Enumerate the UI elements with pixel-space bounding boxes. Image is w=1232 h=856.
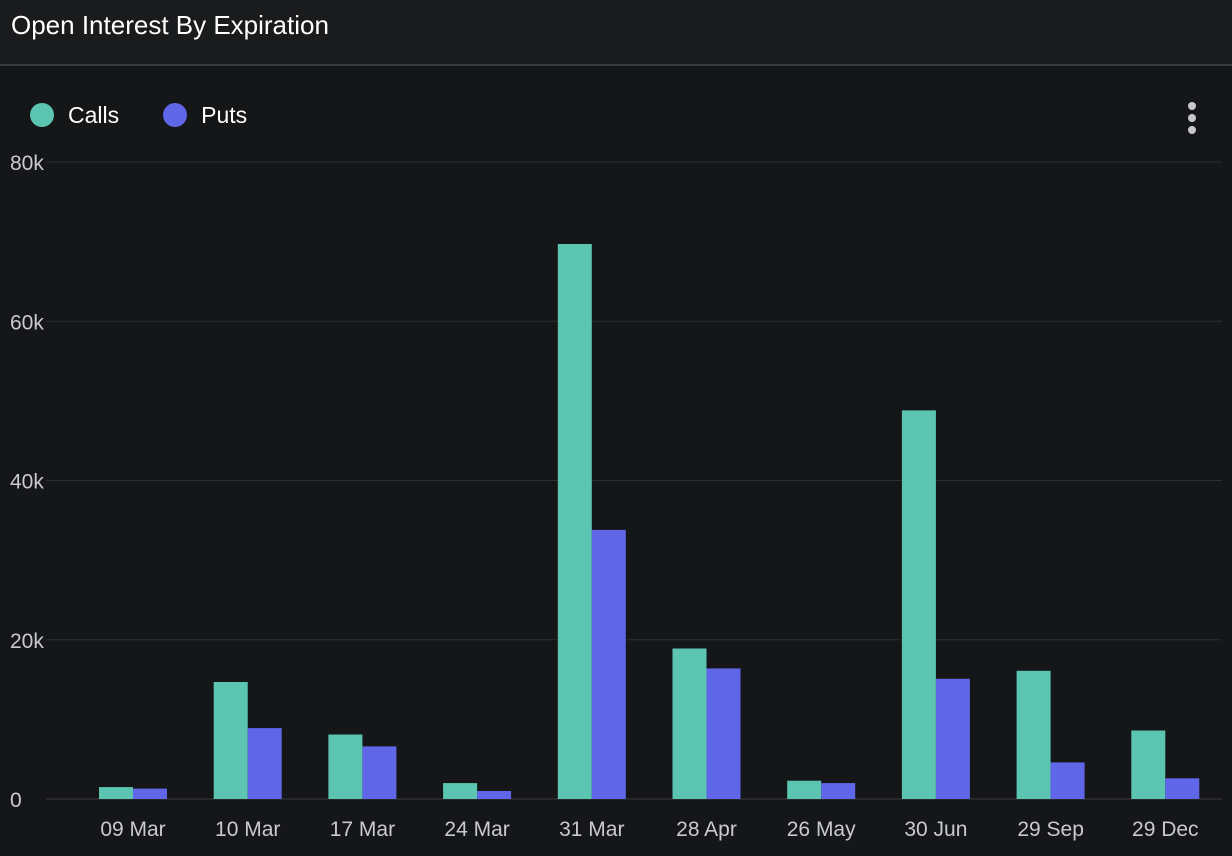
bar-calls-09-mar[interactable]	[99, 787, 133, 799]
legend-dot-puts	[163, 103, 188, 127]
y-tick-label: 0	[10, 789, 22, 812]
x-tick-label: 10 Mar	[215, 818, 280, 841]
y-tick-label: 40k	[10, 471, 44, 494]
chart-legend: Calls Puts	[30, 100, 291, 130]
menu-dot	[1188, 126, 1196, 134]
bar-puts-30-jun[interactable]	[935, 678, 970, 799]
y-tick-label: 20k	[10, 630, 44, 653]
bar-puts-26-may[interactable]	[821, 783, 856, 799]
bar-puts-24-mar[interactable]	[477, 791, 512, 799]
x-tick-label: 29 Sep	[1017, 818, 1084, 841]
bar-puts-31-mar[interactable]	[591, 529, 626, 799]
bar-puts-28-apr[interactable]	[706, 668, 741, 799]
legend-item-puts[interactable]: Puts	[163, 102, 247, 129]
bar-calls-31-mar[interactable]	[557, 244, 592, 799]
bar-puts-17-mar[interactable]	[362, 746, 397, 799]
page-title: Open Interest By Expiration	[11, 10, 329, 40]
bar-calls-26-may[interactable]	[787, 780, 822, 799]
bar-calls-29-dec[interactable]	[1131, 730, 1166, 800]
legend-dot-calls	[30, 103, 54, 127]
y-tick-label: 60k	[10, 311, 44, 334]
x-tick-label: 09 Mar	[100, 818, 165, 841]
x-tick-label: 31 Mar	[559, 818, 624, 841]
bar-calls-24-mar[interactable]	[443, 783, 478, 799]
legend-label-puts: Puts	[201, 101, 248, 128]
x-tick-label: 17 Mar	[330, 818, 395, 841]
menu-dot	[1188, 114, 1196, 122]
bar-calls-29-sep[interactable]	[1016, 670, 1051, 799]
header-bar: Open Interest By Expiration	[0, 0, 1232, 66]
x-tick-label: 28 Apr	[676, 818, 737, 841]
bar-puts-29-dec[interactable]	[1165, 778, 1200, 799]
bar-calls-10-mar[interactable]	[213, 682, 248, 799]
y-tick-label: 80k	[10, 152, 44, 175]
x-tick-label: 29 Dec	[1132, 818, 1199, 841]
bar-puts-10-mar[interactable]	[247, 728, 282, 799]
bar-calls-28-apr[interactable]	[672, 648, 707, 800]
x-tick-label: 30 Jun	[904, 818, 967, 841]
bar-calls-30-jun[interactable]	[901, 410, 936, 799]
bar-puts-09-mar[interactable]	[133, 788, 167, 799]
legend-item-calls[interactable]: Calls	[30, 102, 119, 129]
x-tick-label: 26 May	[787, 818, 856, 841]
more-vertical-icon[interactable]	[1178, 98, 1206, 138]
legend-label-calls: Calls	[68, 101, 120, 128]
bar-puts-29-sep[interactable]	[1050, 762, 1085, 799]
bar-calls-17-mar[interactable]	[328, 734, 363, 800]
menu-dot	[1188, 102, 1196, 110]
x-tick-label: 24 Mar	[444, 818, 509, 841]
